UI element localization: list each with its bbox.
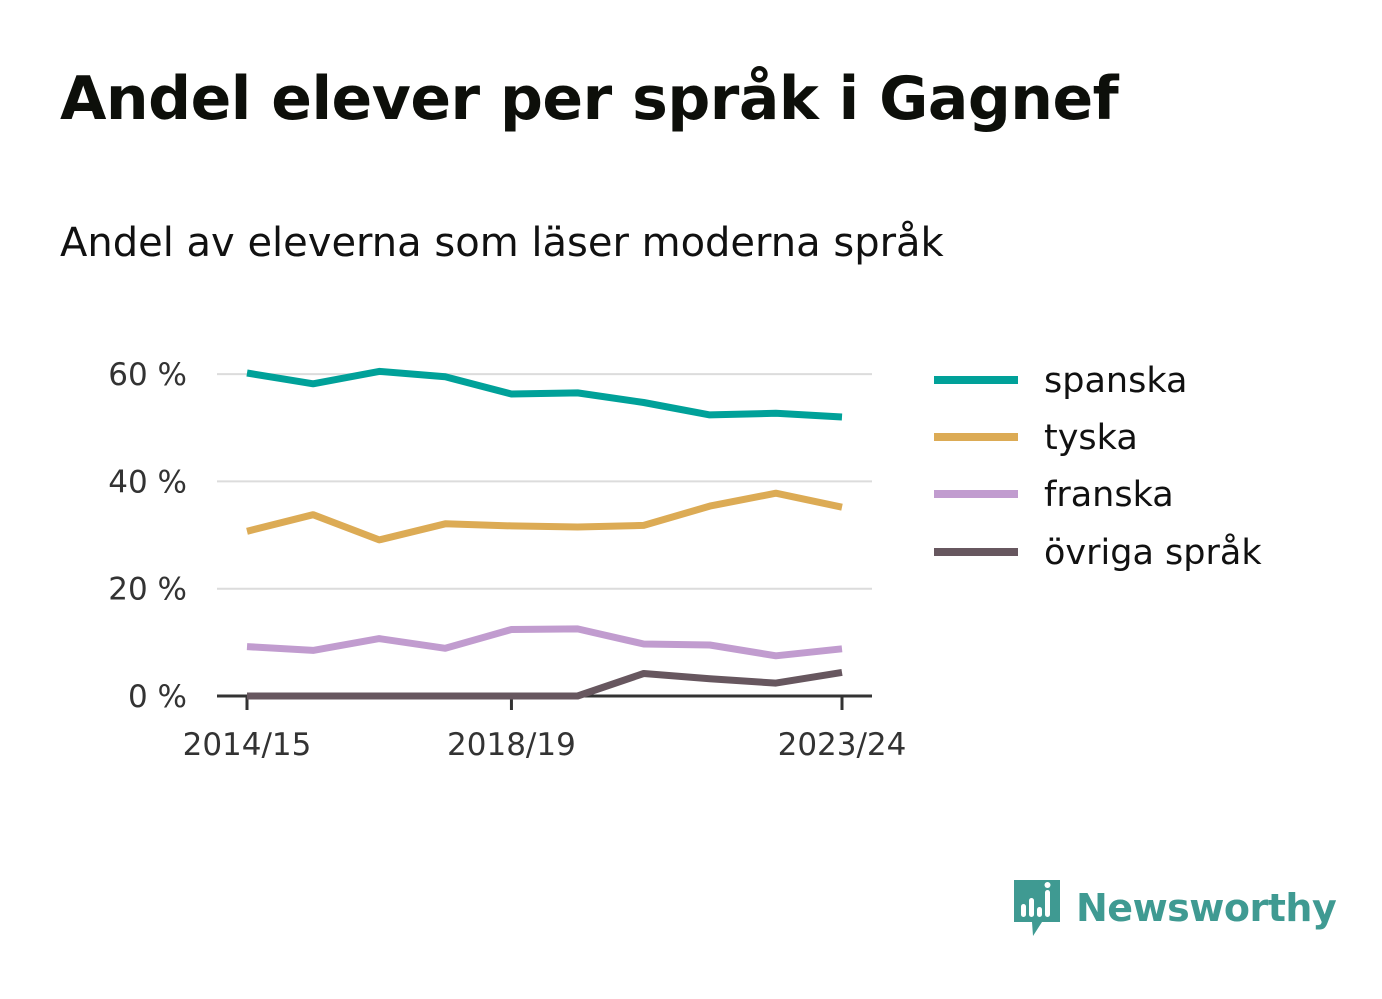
newsworthy-logo-icon	[1014, 880, 1060, 936]
legend-label: spanska	[1044, 361, 1187, 401]
series-line-övriga-språk	[247, 668, 843, 700]
x-tick-label: 2023/24	[778, 727, 907, 763]
legend-label: franska	[1044, 475, 1174, 515]
newsworthy-logo: Newsworthy	[1012, 878, 1337, 938]
legend-label: övriga språk	[1044, 532, 1262, 573]
y-tick-label: 60 %	[108, 357, 187, 393]
chart-title: Andel elever per språk i Gagnef	[60, 64, 1119, 134]
brand-name: Newsworthy	[1076, 886, 1337, 930]
y-tick-label: 40 %	[108, 464, 187, 500]
chart-subtitle: Andel av eleverna som läser moderna språ…	[60, 220, 944, 266]
x-tick-label: 2014/15	[183, 727, 312, 763]
series-line-franska	[246, 625, 843, 660]
series-line-tyska	[246, 489, 843, 544]
y-tick-label: 20 %	[108, 572, 187, 608]
legend-label: tyska	[1044, 418, 1138, 458]
series-line-spanska	[246, 367, 843, 421]
y-tick-label: 0 %	[128, 679, 187, 715]
line-chart: 0 % 20 % 40 % 60 % 2014/15 2018/19 2023/24 span…	[108, 357, 1262, 763]
x-tick-label: 2018/19	[447, 727, 576, 763]
